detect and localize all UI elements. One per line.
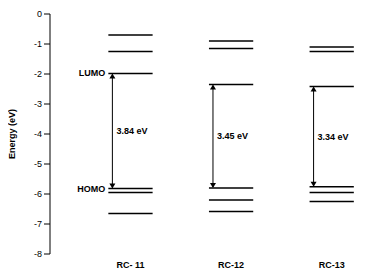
svg-text:-4: -4 — [34, 129, 42, 139]
svg-text:3.84 eV: 3.84 eV — [116, 126, 147, 136]
svg-text:Energy (eV): Energy (eV) — [8, 109, 17, 159]
svg-text:-5: -5 — [34, 159, 42, 169]
svg-text:RC- 11: RC- 11 — [116, 260, 144, 270]
svg-text:-1: -1 — [34, 39, 42, 49]
svg-text:3.34 eV: 3.34 eV — [318, 132, 349, 142]
svg-text:HOMO: HOMO — [77, 184, 105, 194]
svg-text:-7: -7 — [34, 219, 42, 229]
svg-text:-6: -6 — [34, 189, 42, 199]
svg-text:-3: -3 — [34, 99, 42, 109]
svg-text:LUMO: LUMO — [79, 68, 106, 78]
svg-text:-8: -8 — [34, 249, 42, 259]
svg-text:-2: -2 — [34, 69, 42, 79]
svg-text:RC-12: RC-12 — [218, 260, 244, 270]
svg-text:RC-13: RC-13 — [319, 260, 345, 270]
svg-text:3.45 eV: 3.45 eV — [217, 131, 248, 141]
svg-text:0: 0 — [37, 9, 42, 19]
